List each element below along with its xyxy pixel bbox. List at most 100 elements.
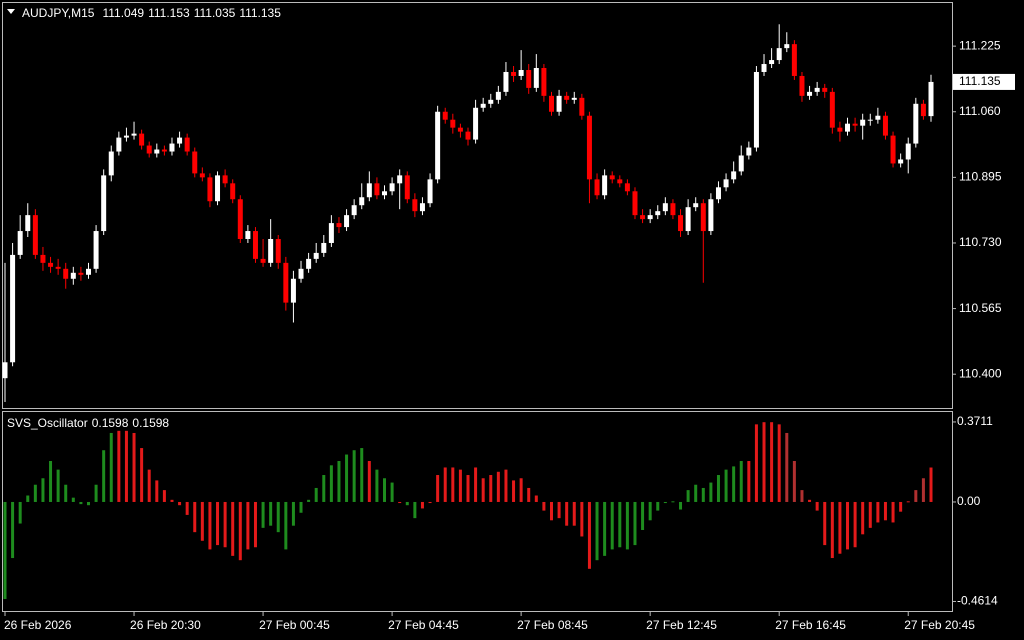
oscillator-bar <box>732 466 736 502</box>
oscillator-bar <box>200 501 204 541</box>
x-tick-label: 27 Feb 20:45 <box>904 618 975 632</box>
oscillator-bar <box>147 469 151 502</box>
menu-triangle[interactable] <box>7 9 15 14</box>
y-tick-label: 0.3711 <box>957 414 993 428</box>
oscillator-bar <box>253 501 257 548</box>
oscillator-bar <box>580 501 584 537</box>
candle-body <box>450 119 456 128</box>
candle-body <box>579 97 585 116</box>
oscillator-bar <box>162 490 166 502</box>
oscillator-bar <box>808 499 812 502</box>
candle-body <box>435 111 441 180</box>
candle-body <box>867 119 873 121</box>
candle-body <box>617 179 623 184</box>
oscillator-bar <box>367 461 371 502</box>
symbol-header: AUDJPY,M15 111.049 111.153 111.035 111.135 <box>22 6 281 20</box>
candle-body <box>268 238 274 263</box>
candle-body <box>146 145 152 154</box>
oscillator-bar <box>519 478 523 502</box>
candle-body <box>541 68 547 96</box>
oscillator-bar <box>458 469 462 502</box>
ohlc-close: 111.135 <box>239 6 281 20</box>
y-tick-label: 111.225 <box>959 38 1001 52</box>
candle-body <box>829 91 835 128</box>
candle-body <box>723 179 729 188</box>
candle-body <box>366 183 372 198</box>
oscillator-bar <box>929 467 933 502</box>
oscillator-bar <box>140 448 144 502</box>
oscillator-bar <box>686 490 690 502</box>
candle-body <box>465 131 471 140</box>
oscillator-header: SVS_Oscillator 0.1598 0.1598 <box>7 416 169 430</box>
candle-body <box>108 151 114 176</box>
y-tick-label: 110.400 <box>959 366 1002 380</box>
oscillator-bar <box>26 495 30 502</box>
oscillator-bar <box>542 501 546 511</box>
oscillator-bar <box>329 465 333 502</box>
candle-body <box>306 258 312 269</box>
candle-body <box>731 171 737 180</box>
oscillator-bar <box>398 501 402 504</box>
oscillator-bar <box>436 475 440 502</box>
oscillator-bar <box>102 450 106 502</box>
candle-body <box>457 127 463 132</box>
candle-body <box>602 175 608 196</box>
current-price-label: 111.135 <box>959 74 1001 88</box>
oscillator-bar <box>94 484 98 502</box>
oscillator-bar <box>314 487 318 502</box>
oscillator-bar <box>656 501 660 511</box>
oscillator-bar <box>451 467 455 502</box>
oscillator-bar <box>18 501 22 524</box>
candle-body <box>655 211 661 216</box>
y-tick-label: 0.00 <box>957 494 981 508</box>
oscillator-bar <box>383 478 387 502</box>
oscillator-bar <box>428 501 432 504</box>
oscillator-bar <box>11 501 15 559</box>
oscillator-bar <box>496 471 500 502</box>
oscillator-bar <box>512 480 516 502</box>
y-tick-label: 111.060 <box>959 104 1001 118</box>
oscillator-bar <box>800 490 804 502</box>
candle-body <box>10 254 16 363</box>
oscillator-bar <box>595 501 599 561</box>
oscillator-bar <box>648 501 652 521</box>
oscillator-bar <box>307 499 311 502</box>
candle-body <box>344 215 350 228</box>
candle-body <box>351 205 357 216</box>
candle-body <box>123 135 129 138</box>
oscillator-bar <box>633 501 637 546</box>
oscillator-bar <box>322 475 326 502</box>
oscillator-bar <box>352 450 356 502</box>
oscillator-bar <box>815 501 819 511</box>
candle-body <box>564 95 570 100</box>
oscillator-bar <box>481 478 485 502</box>
candle-body <box>746 147 752 156</box>
oscillator-bar <box>246 501 250 550</box>
candle-body <box>139 133 145 146</box>
candle-body <box>55 266 61 269</box>
candle-body <box>230 183 236 200</box>
candle-body <box>700 203 706 232</box>
oscillator-bar <box>641 501 645 531</box>
candle-body <box>488 99 494 104</box>
candle-body <box>252 231 258 259</box>
oscillator-bar <box>261 501 265 528</box>
candle-body <box>245 231 251 239</box>
candle-body <box>313 252 319 259</box>
candle-body <box>359 197 365 206</box>
candle-body <box>852 123 858 126</box>
candle-body <box>791 44 797 76</box>
candle-body <box>116 137 122 152</box>
candle-body <box>693 203 699 208</box>
oscillator-bar <box>838 501 842 554</box>
oscillator-value: 0.1598 <box>132 416 169 430</box>
candle-body <box>131 133 137 136</box>
candle-body <box>374 183 380 196</box>
candle-body <box>898 159 904 164</box>
oscillator-bar <box>216 501 220 546</box>
candle-body <box>799 75 805 96</box>
candle-body <box>427 179 433 204</box>
